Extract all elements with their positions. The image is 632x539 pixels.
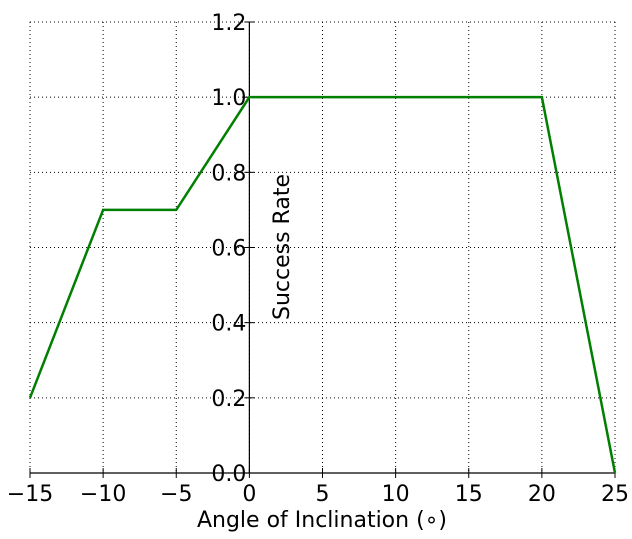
- x-tick-label: 15: [455, 482, 483, 507]
- x-tick-label: −15: [7, 482, 53, 507]
- y-tick-label: 1.2: [211, 11, 246, 36]
- x-axis-label: Angle of Inclination (∘): [197, 508, 447, 533]
- x-tick-label: 0: [242, 482, 256, 507]
- y-axis-label: Success Rate: [270, 174, 295, 320]
- y-tick-label: 0.2: [211, 387, 246, 412]
- series: [28, 95, 617, 474]
- ticks: −15 −10 −5 0 5 10 15 20 25 0.0 0.2 0.4 0.6 0.8 1.0 1.2: [7, 11, 629, 507]
- y-tick-label: 0.8: [211, 161, 246, 186]
- axis-labels: Angle of Inclination (∘) Success Rate: [197, 174, 447, 533]
- y-tick-label: 0.0: [211, 462, 246, 487]
- y-tick-label: 1.0: [211, 86, 246, 111]
- series-line: [28, 95, 617, 474]
- x-tick-label: 20: [528, 482, 556, 507]
- x-tick-label: −10: [80, 482, 126, 507]
- x-tick-label: 10: [382, 482, 410, 507]
- x-tick-label: 25: [601, 482, 629, 507]
- grid: [29, 21, 616, 474]
- y-tick-label: 0.4: [211, 312, 246, 337]
- x-tick-label: −5: [160, 482, 192, 507]
- x-tick-label: 5: [316, 482, 330, 507]
- y-tick-label: 0.6: [211, 237, 246, 262]
